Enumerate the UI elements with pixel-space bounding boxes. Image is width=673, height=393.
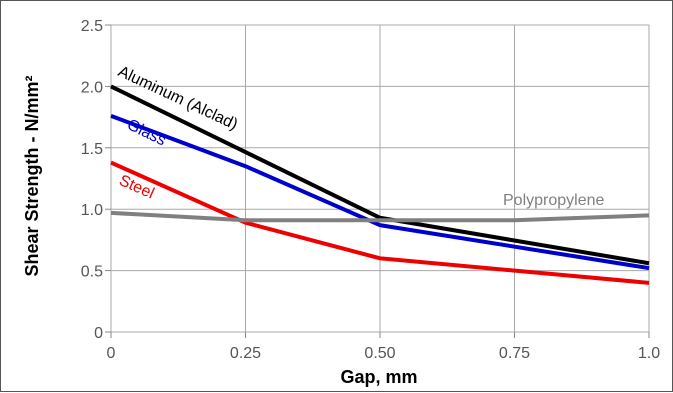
y-axis-title: Shear Strength - N/mm² bbox=[22, 75, 42, 276]
y-tick-label: 1.0 bbox=[81, 202, 103, 219]
y-tick-label: 1.5 bbox=[81, 141, 103, 158]
y-tick-label: 2.5 bbox=[81, 18, 103, 35]
y-tick-label: 0 bbox=[94, 325, 103, 342]
series-line-aluminum-alclad bbox=[110, 84, 650, 266]
x-tick-label: 0.50 bbox=[364, 345, 395, 362]
series-label-steel: Steel bbox=[116, 172, 156, 202]
axes: 0 0.5 1.0 1.5 2.0 2.5 0 0.25 0.50 0.75 1.0 bbox=[81, 18, 660, 362]
x-tick-label: 0.75 bbox=[499, 345, 530, 362]
grid bbox=[110, 24, 650, 333]
series-label-polypropylene: Polypropylene bbox=[503, 192, 605, 209]
x-axis-title: Gap, mm bbox=[340, 367, 417, 387]
series-line-steel bbox=[110, 160, 650, 285]
series-line-glass bbox=[110, 113, 650, 271]
x-tick-label: 0 bbox=[107, 345, 116, 362]
series-lines bbox=[110, 84, 650, 285]
y-tick-label: 0.5 bbox=[81, 264, 103, 281]
series-line-polypropylene bbox=[110, 210, 650, 223]
x-tick-label: 1.0 bbox=[638, 345, 660, 362]
x-tick-label: 0.25 bbox=[230, 345, 261, 362]
series-label-glass: Glass bbox=[124, 116, 168, 149]
y-tick-label: 2.0 bbox=[81, 79, 103, 96]
